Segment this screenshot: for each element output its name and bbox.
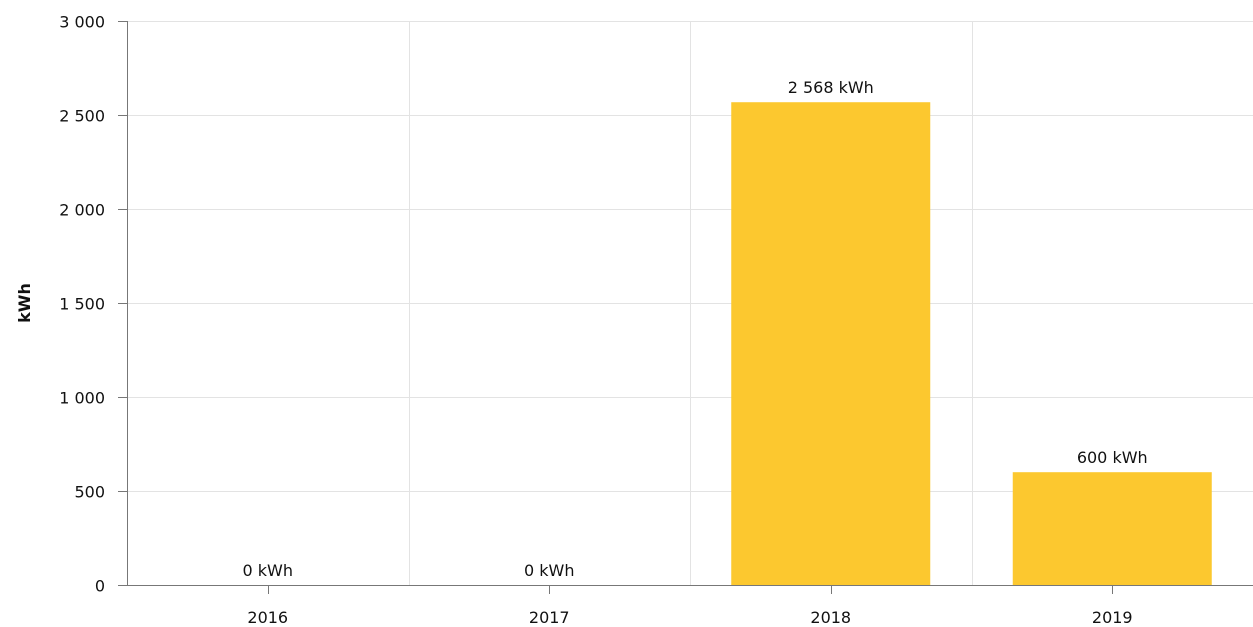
y-tick-label: 0 (95, 577, 105, 596)
y-tick-label: 2 000 (59, 201, 105, 220)
y-tick-labels: 0 500 1 000 1 500 2 000 2 500 3 000 (59, 13, 105, 596)
y-axis-title: kWh (15, 283, 34, 323)
x-tick-label: 2018 (810, 608, 851, 627)
value-label-2016: 0 kWh (243, 561, 294, 580)
y-tick-label: 500 (74, 483, 105, 502)
x-tick-label: 2019 (1092, 608, 1133, 627)
bar-2018 (731, 102, 931, 585)
y-tick-label: 1 500 (59, 295, 105, 314)
x-tick-label: 2016 (247, 608, 288, 627)
x-tick-labels: 2016 2017 2018 2019 (247, 608, 1132, 627)
bars (731, 102, 1212, 585)
bar-2019 (1012, 472, 1212, 585)
value-label-2019: 600 kWh (1077, 448, 1148, 467)
axes (118, 21, 1253, 594)
y-tick-label: 2 500 (59, 107, 105, 126)
y-tick-label: 1 000 (59, 389, 105, 408)
value-label-2017: 0 kWh (524, 561, 575, 580)
y-tick-label: 3 000 (59, 13, 105, 32)
x-tick-label: 2017 (529, 608, 570, 627)
value-label-2018: 2 568 kWh (788, 78, 874, 97)
value-labels: 0 kWh 0 kWh 2 568 kWh 600 kWh (243, 78, 1148, 580)
